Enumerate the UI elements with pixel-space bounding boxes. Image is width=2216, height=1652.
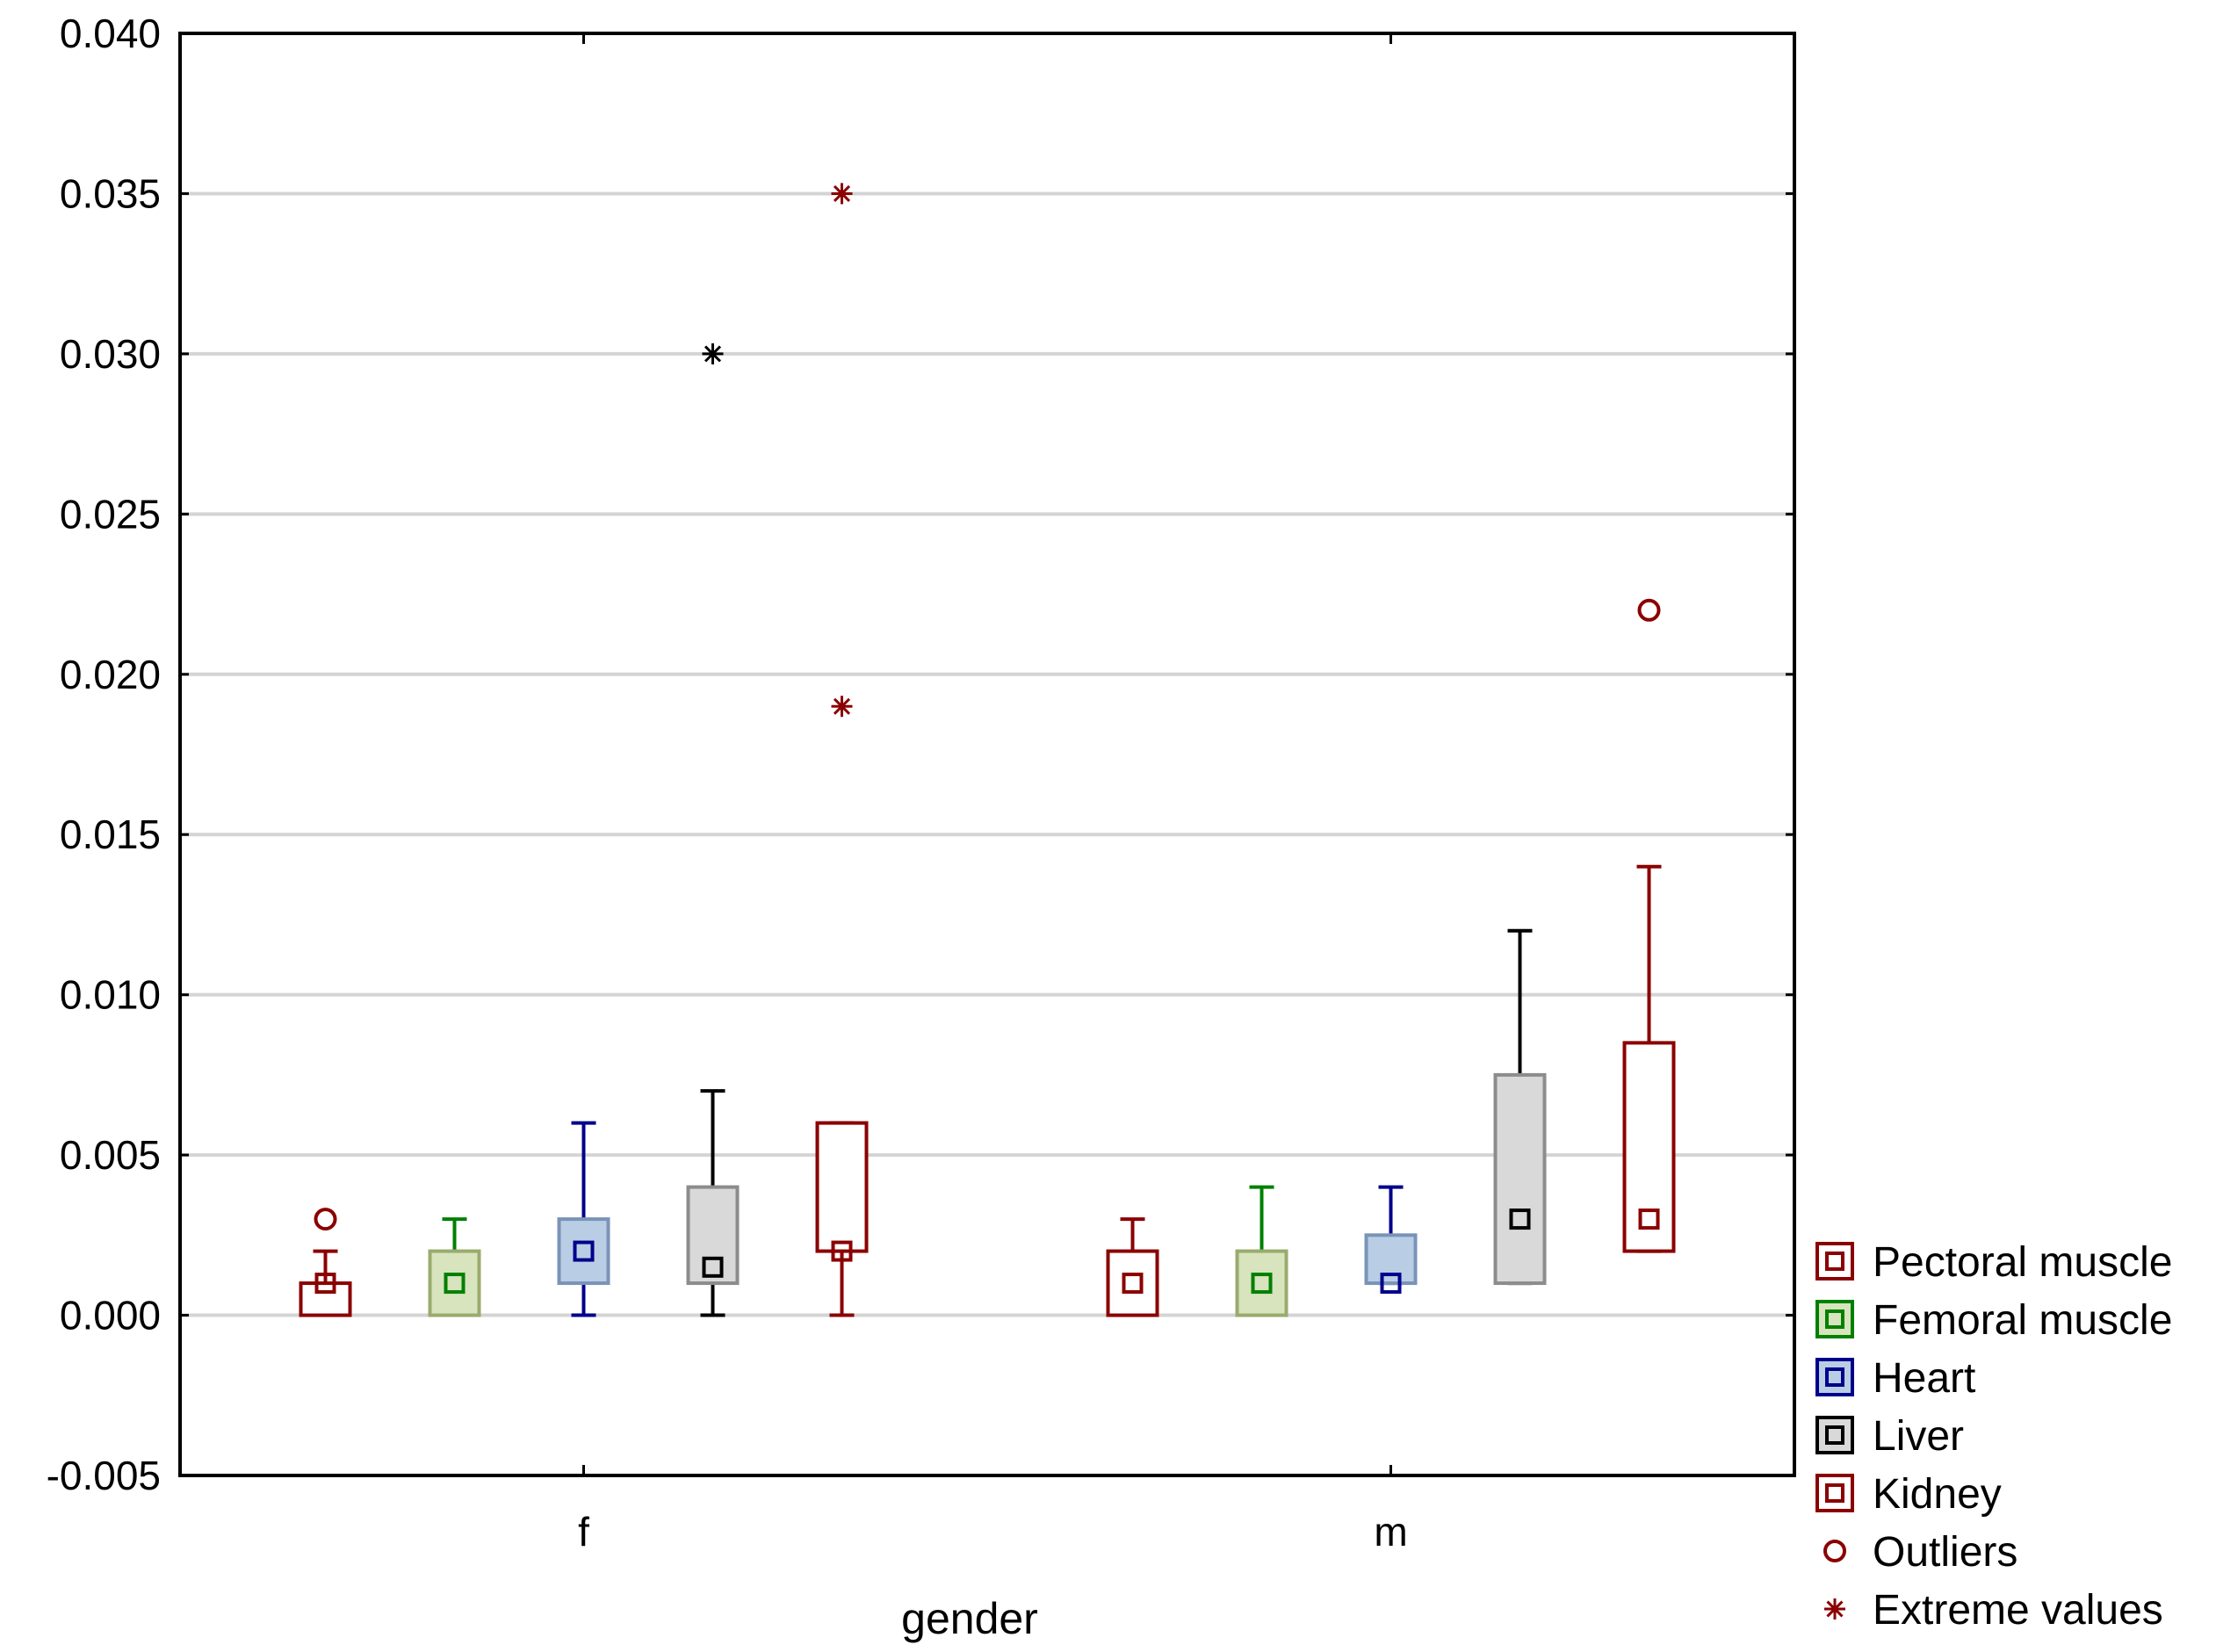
y-tick-label: 0.010 (60, 972, 161, 1018)
legend-label: Kidney (1873, 1471, 2002, 1518)
median-marker (1251, 1273, 1273, 1295)
median-marker (444, 1273, 466, 1295)
y-tick-label: 0.040 (60, 11, 161, 56)
y-tick-label: 0.005 (60, 1132, 161, 1178)
y-tick-label: 0.025 (60, 491, 161, 537)
box-heart-m (1364, 1185, 1418, 1295)
legend-label: Femoral muscle (1873, 1297, 2172, 1344)
y-tick-label: 0.000 (60, 1293, 161, 1338)
legend-entry: Kidney (1815, 1471, 2002, 1518)
box-iqr (1235, 1249, 1288, 1317)
legend-label: Liver (1873, 1413, 1964, 1460)
box-femoral-muscle-f (428, 1217, 481, 1317)
median-marker (573, 1240, 595, 1262)
y-tick-label: 0.015 (60, 812, 161, 857)
legend-label: Extreme values (1873, 1587, 2163, 1634)
x-tick-label: m (1374, 1509, 1407, 1555)
y-tick-label: 0.030 (60, 331, 161, 377)
median-marker (702, 1256, 724, 1278)
legend-swatch-median (1825, 1309, 1844, 1329)
box-iqr (815, 1121, 869, 1253)
box-liver-f (686, 343, 740, 1317)
extreme-value-stroke (833, 184, 851, 202)
legend-label: Pectoral muscle (1873, 1239, 2172, 1286)
grid-layer (180, 191, 1794, 1317)
box-iqr (428, 1249, 481, 1317)
x-axis-title: gender (901, 1594, 1038, 1643)
data-layer (299, 183, 1676, 1317)
extreme-value-marker (1824, 1598, 1845, 1620)
legend-entry: Outliers (1823, 1529, 2017, 1576)
box-iqr (1622, 1041, 1676, 1253)
median-marker (1380, 1273, 1402, 1295)
outlier-marker (314, 1208, 337, 1231)
legend-swatch-median (1825, 1425, 1844, 1445)
extreme-value-marker (831, 183, 853, 205)
legend-swatch (1815, 1358, 1854, 1396)
legend-swatch-median (1825, 1367, 1844, 1387)
box-femoral-muscle-m (1235, 1185, 1288, 1317)
outlier-marker (1637, 598, 1661, 622)
y-tick-label: 0.035 (60, 170, 161, 216)
legend-entry: Femoral muscle (1815, 1297, 2172, 1344)
legend-label: Outliers (1873, 1529, 2017, 1576)
extreme-value-stroke (833, 697, 851, 715)
y-tick-label: -0.005 (47, 1453, 161, 1498)
x-tick-label: f (578, 1509, 589, 1555)
median-marker (314, 1273, 336, 1295)
legend-label: Heart (1873, 1355, 1975, 1402)
box-iqr (686, 1185, 740, 1286)
extreme-value-marker (702, 343, 724, 364)
box-iqr (1106, 1249, 1159, 1317)
legend-swatch (1815, 1474, 1854, 1512)
legend-outlier-symbol (1823, 1540, 1846, 1562)
y-tick-label: 0.020 (60, 652, 161, 697)
box-iqr (299, 1281, 352, 1317)
y-axis-ticks: -0.005 0.000 0.005 0.010 0.015 0.020 0.025 0.03… (47, 11, 1794, 1498)
plot-frame (178, 32, 1796, 1477)
box-iqr (557, 1217, 610, 1286)
legend-entry: Extreme values (1824, 1587, 2163, 1634)
extreme-value-marker (831, 696, 853, 718)
box-kidney-f (815, 183, 869, 1317)
box-heart-f (557, 1121, 610, 1317)
legend-swatch-median (1825, 1483, 1844, 1503)
legend-swatch (1815, 1300, 1854, 1338)
box-iqr (1364, 1233, 1418, 1286)
legend: Pectoral muscle Femoral muscle Heart Liver K… (1815, 1239, 2172, 1634)
box-pectoral-muscle-f (299, 1208, 352, 1317)
extreme-value-stroke (1826, 1600, 1844, 1618)
box-liver-m (1493, 928, 1547, 1286)
box-pectoral-muscle-m (1106, 1217, 1159, 1317)
box-iqr (1493, 1072, 1547, 1286)
median-marker (831, 1240, 853, 1262)
legend-entry: Pectoral muscle (1815, 1239, 2172, 1286)
legend-swatch (1815, 1416, 1854, 1454)
legend-swatch-median (1825, 1252, 1844, 1271)
legend-entry: Liver (1815, 1413, 1964, 1460)
median-marker (1122, 1273, 1144, 1295)
legend-entry: Heart (1815, 1355, 1975, 1402)
median-marker (1638, 1208, 1660, 1230)
extreme-value-stroke (704, 345, 722, 363)
axis-layer (178, 32, 1796, 1477)
median-marker (1509, 1208, 1531, 1230)
box-kidney-m (1622, 598, 1676, 1253)
legend-swatch (1815, 1242, 1854, 1280)
